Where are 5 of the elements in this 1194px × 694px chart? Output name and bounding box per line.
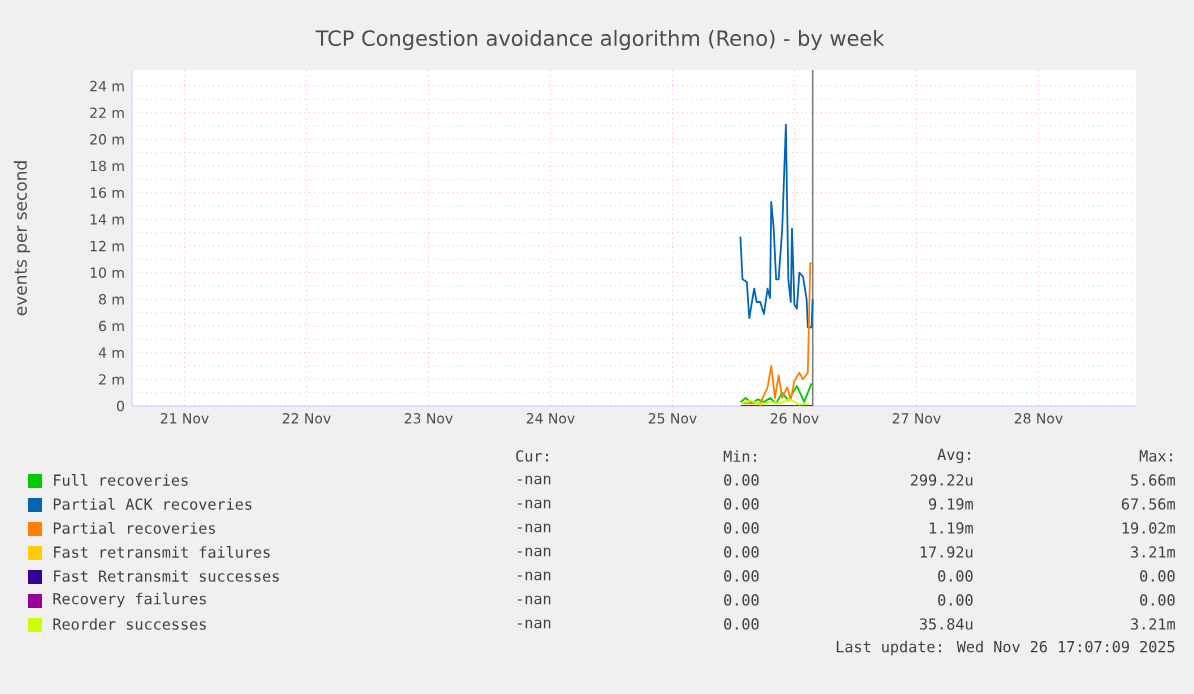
y-axis-title: events per second xyxy=(13,161,31,316)
line-series xyxy=(739,382,813,405)
line-series xyxy=(739,123,814,329)
chart-title: TCP Congestion avoidance algorithm (Reno) - by week xyxy=(315,29,885,51)
line-series xyxy=(741,262,814,405)
